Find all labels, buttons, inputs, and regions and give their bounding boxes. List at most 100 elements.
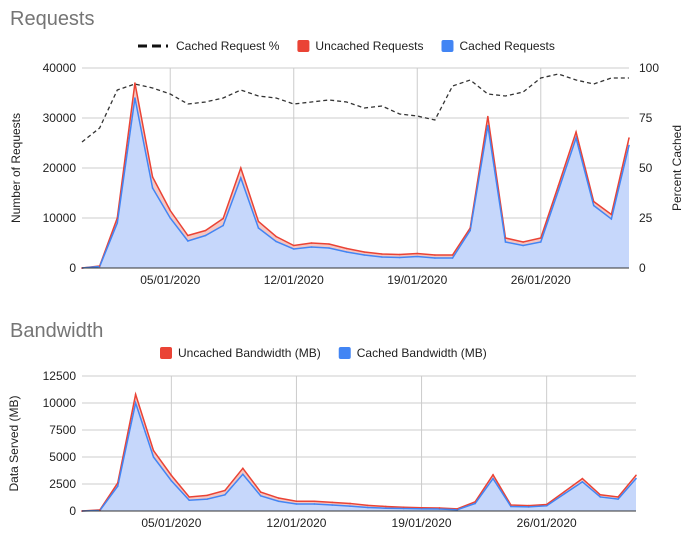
cached-point <box>469 229 471 232</box>
uncached-point <box>367 504 369 507</box>
cached-point <box>134 97 136 99</box>
x-tick-label: 26/01/2020 <box>511 273 571 287</box>
uncached-point <box>169 209 172 212</box>
uncached-point <box>310 242 313 244</box>
uncached-point <box>563 490 566 493</box>
cached-point <box>242 473 244 476</box>
cached-point <box>628 144 630 147</box>
uncached-point <box>187 234 189 237</box>
uncached-point <box>592 200 595 203</box>
y2-axis-label: Percent Cached <box>670 125 684 211</box>
uncached-point <box>275 235 277 238</box>
y-axis-label: Number of Requests <box>9 113 23 223</box>
cached-point <box>204 234 207 237</box>
cached-point <box>474 502 476 505</box>
y2-tick-label: 75 <box>639 111 653 125</box>
cached-point <box>116 222 119 224</box>
uncached-point <box>204 229 207 232</box>
cached-point <box>581 481 584 483</box>
y-tick-label: 10000 <box>43 211 77 225</box>
cached-point <box>187 240 189 242</box>
y-tick-label: 12500 <box>43 369 77 383</box>
uncached-point <box>635 474 637 477</box>
cached-point <box>275 240 277 243</box>
legend-label: Cached Request % <box>176 39 280 53</box>
uncached-point <box>617 496 619 498</box>
uncached-point <box>469 227 471 229</box>
cached-point <box>510 505 512 508</box>
uncached-point <box>222 217 224 220</box>
cached-point <box>349 505 351 507</box>
uncached-point <box>504 237 507 239</box>
legend-label: Uncached Bandwidth (MB) <box>178 346 321 360</box>
uncached-point <box>98 265 101 267</box>
uncached-point <box>277 497 280 499</box>
cached-point <box>592 204 595 207</box>
uncached-point <box>522 241 524 243</box>
uncached-point <box>474 501 476 503</box>
x-tick-label: 12/01/2020 <box>266 516 326 530</box>
y-tick-label: 10000 <box>43 396 77 410</box>
uncached-point <box>151 176 154 178</box>
uncached-point <box>206 494 208 497</box>
x-tick-label: 05/01/2020 <box>141 516 201 530</box>
cached-point <box>310 246 313 248</box>
uncached-point <box>313 500 316 503</box>
chart-title-bandwidth: Bandwidth <box>10 320 104 342</box>
x-tick-label: 12/01/2020 <box>264 273 324 287</box>
chart-title-requests: Requests <box>10 8 95 30</box>
uncached-point <box>539 237 542 239</box>
cached-point <box>170 479 173 482</box>
uncached-point <box>599 494 602 496</box>
uncached-point <box>152 449 155 452</box>
legend-label: Uncached Requests <box>315 39 423 53</box>
uncached-point <box>575 131 577 133</box>
percent-cached-line <box>81 73 629 143</box>
cached-point <box>539 241 542 243</box>
cached-point <box>434 257 436 259</box>
uncached-point <box>451 254 454 256</box>
uncached-point <box>257 220 260 223</box>
cached-point <box>557 189 560 192</box>
cached-point <box>487 124 489 127</box>
uncached-point <box>438 507 441 509</box>
x-tick-label: 05/01/2020 <box>140 273 200 287</box>
uncached-line <box>81 391 637 512</box>
uncached-line <box>81 82 630 269</box>
uncached-point <box>328 243 330 245</box>
cached-point <box>522 244 524 247</box>
y2-tick-label: 25 <box>639 211 653 225</box>
uncached-point <box>416 252 419 255</box>
uncached-point <box>259 491 262 493</box>
y-tick-label: 7500 <box>49 423 76 437</box>
cached-area <box>82 98 629 268</box>
uncached-point <box>557 184 560 187</box>
cached-point <box>292 248 295 250</box>
cached-point <box>504 241 507 243</box>
cached-point <box>575 137 577 139</box>
cached-point <box>402 507 405 510</box>
y-tick-label: 0 <box>69 261 76 275</box>
y2-tick-label: 50 <box>639 161 653 175</box>
cached-point <box>222 224 224 227</box>
uncached-point <box>363 251 366 253</box>
x-tick-label: 19/01/2020 <box>387 273 447 287</box>
cached-point <box>635 477 637 480</box>
uncached-point <box>402 506 405 509</box>
uncached-point <box>134 82 136 84</box>
cached-point <box>492 477 494 480</box>
uncached-point <box>628 137 630 139</box>
cached-point <box>451 257 454 259</box>
uncached-point <box>381 253 383 255</box>
uncached-point <box>224 489 226 492</box>
uncached-point <box>487 115 489 118</box>
cached-point <box>345 251 348 253</box>
y-tick-label: 0 <box>69 504 76 518</box>
uncached-point <box>134 393 137 396</box>
cached-point <box>367 506 369 509</box>
y2-tick-label: 100 <box>639 61 659 75</box>
legend-swatch <box>160 347 172 359</box>
legend-label: Cached Requests <box>459 39 554 53</box>
uncached-point <box>188 496 191 498</box>
uncached-point <box>398 253 401 256</box>
